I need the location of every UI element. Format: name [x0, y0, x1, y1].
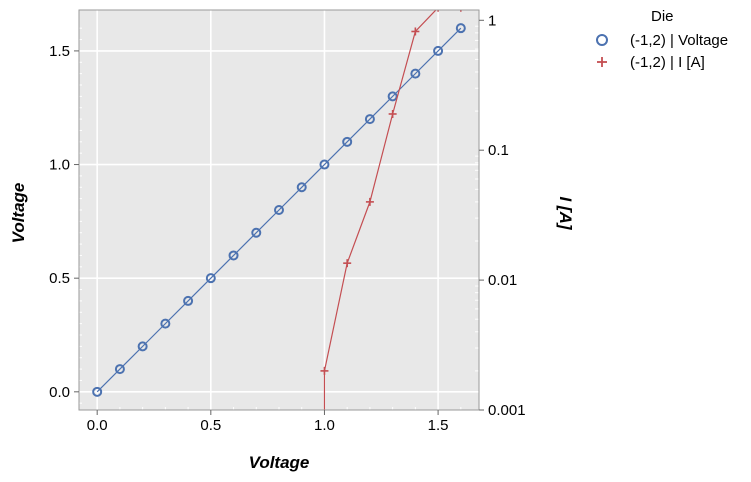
x-tick-label: 1.0: [314, 417, 335, 434]
data-point: [455, 23, 466, 34]
data-point: [183, 295, 194, 306]
legend-plus-marker: [597, 57, 607, 67]
y2-tick-label: 0.001: [488, 402, 526, 419]
data-point: [411, 27, 420, 36]
data-point: [319, 159, 330, 170]
data-point: [92, 386, 103, 397]
x-tick-label: 1.5: [428, 417, 449, 434]
data-point: [433, 45, 444, 56]
data-point: [205, 273, 216, 284]
data-point: [365, 197, 374, 206]
data-point: [364, 114, 375, 125]
legend-label: (-1,2) | Voltage: [630, 31, 729, 49]
plot-frame: [78, 9, 480, 411]
legend-circle-marker: [596, 34, 608, 46]
x-axis-title: Voltage: [249, 453, 310, 472]
y-tick-label: 1.5: [49, 43, 70, 60]
series-line: [323, 10, 437, 410]
series-line: [96, 27, 462, 393]
data-point: [410, 68, 421, 79]
data-point: [228, 250, 239, 261]
data-point: [251, 227, 262, 238]
data-point: [296, 182, 307, 193]
y2-axis-title: I [A]: [556, 196, 575, 230]
data-point: [320, 366, 329, 375]
x-tick-label: 0.5: [200, 417, 221, 434]
legend-label: (-1,2) | I [A]: [630, 53, 705, 71]
data-point: [137, 341, 148, 352]
legend: Die (-1,2) | Voltage (-1,2) | I [A]: [594, 8, 728, 73]
data-point: [388, 109, 397, 118]
legend-item: (-1,2) | Voltage: [594, 29, 728, 51]
data-point: [160, 318, 171, 329]
data-point: [274, 205, 284, 215]
legend-title: Die: [651, 8, 674, 25]
data-point: [343, 259, 352, 268]
y2-tick-label: 0.01: [488, 272, 517, 289]
x-tick-label: 0.0: [87, 417, 108, 434]
data-point: [342, 136, 353, 147]
y2-tick-label: 1: [488, 12, 496, 29]
data-point: [387, 91, 398, 102]
y-tick-label: 0.0: [49, 384, 70, 401]
y-axis-title: Voltage: [9, 183, 28, 244]
y-tick-label: 1.0: [49, 157, 70, 174]
y-tick-label: 0.5: [49, 270, 70, 287]
data-point: [114, 364, 125, 375]
y2-tick-label: 0.1: [488, 142, 509, 159]
legend-item: (-1,2) | I [A]: [594, 51, 728, 73]
